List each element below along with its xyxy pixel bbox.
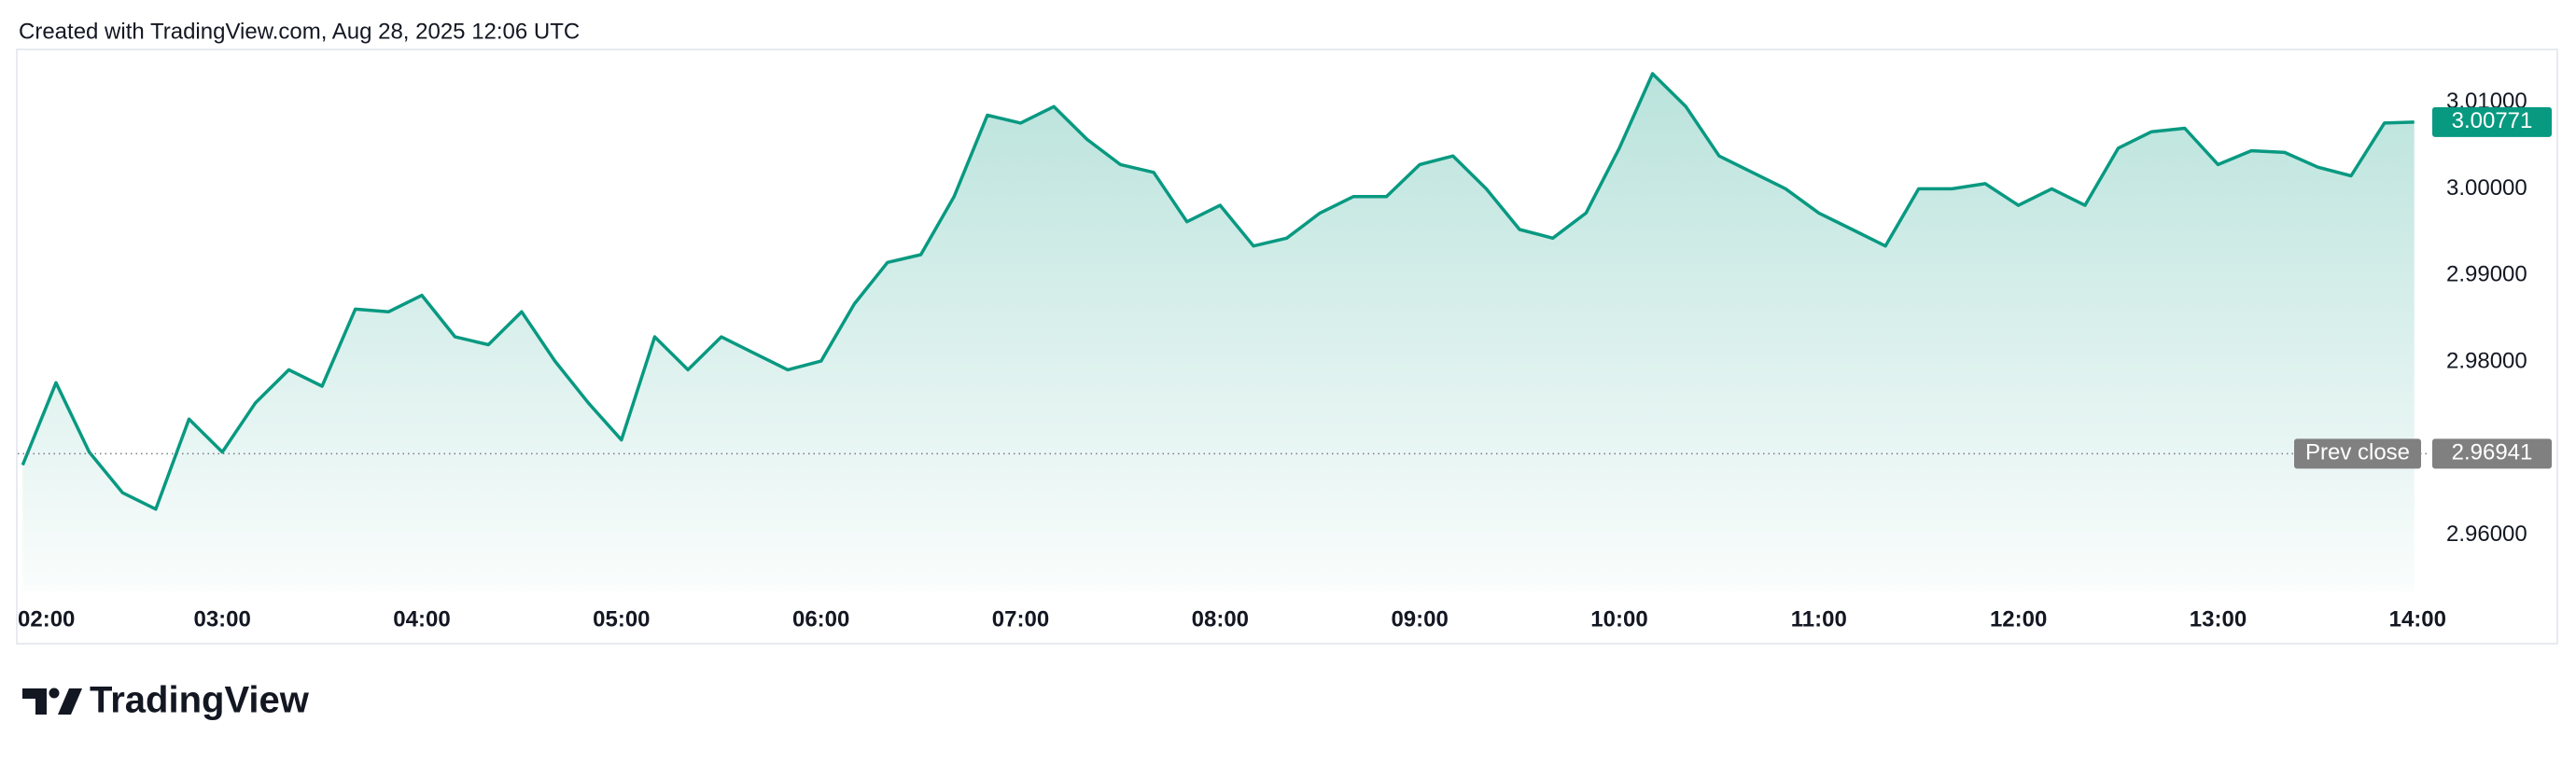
- x-tick-label: 02:00: [18, 606, 75, 632]
- y-tick-label: 2.96000: [2446, 521, 2527, 547]
- logo-text: TradingView: [90, 680, 310, 721]
- chart-frame: [16, 49, 2558, 645]
- y-tick-label: 2.99000: [2446, 262, 2527, 287]
- prev-close-value: 2.96941: [2452, 440, 2533, 465]
- prev-close-text: Prev close: [2305, 440, 2410, 465]
- x-tick-label: 06:00: [792, 606, 849, 632]
- x-tick-label: 12:00: [1990, 606, 2047, 632]
- price-line: [21, 72, 2415, 511]
- x-tick-label: 11:00: [1791, 606, 1847, 632]
- x-tick-label: 08:00: [1192, 606, 1249, 632]
- x-tick-label: 03:00: [193, 606, 250, 632]
- x-tick-label: 07:00: [992, 606, 1049, 632]
- prev-close-badge: [2432, 438, 2552, 469]
- last-price-badge: [2432, 106, 2552, 137]
- y-tick-label: 2.98000: [2446, 348, 2527, 373]
- area: [22, 74, 2415, 591]
- y-tick-label: 3.00000: [2446, 175, 2527, 201]
- x-tick-label: 09:00: [1391, 606, 1448, 632]
- x-tick-label: 05:00: [593, 606, 650, 632]
- x-tick-label: 04:00: [393, 606, 450, 632]
- header-text: Created with TradingView.com, Aug 28, 20…: [19, 19, 580, 44]
- x-tick-label: 14:00: [2389, 606, 2446, 632]
- prev-close-tag: [2294, 438, 2421, 469]
- x-tick-label: 13:00: [2190, 606, 2247, 632]
- logo-icon: [22, 688, 82, 715]
- x-tick-label: 10:00: [1590, 606, 1647, 632]
- last-price-label: 3.00771: [2452, 108, 2533, 133]
